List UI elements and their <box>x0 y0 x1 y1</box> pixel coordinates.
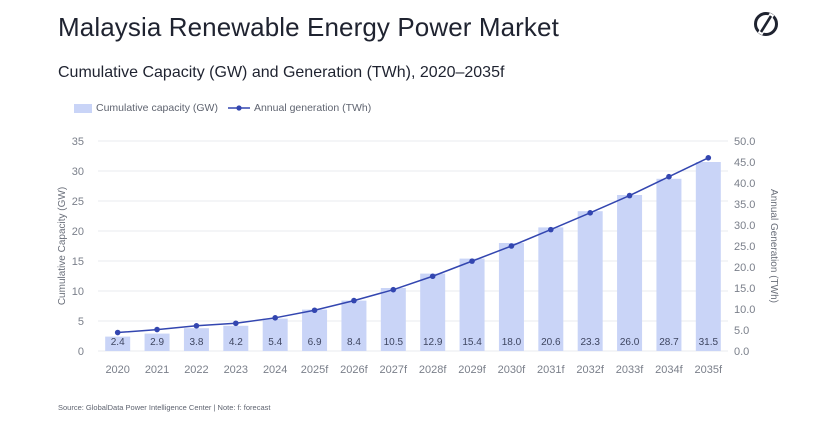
y-tick-label-left: 25 <box>72 196 84 208</box>
bar-value-label: 2.4 <box>111 337 125 348</box>
bar-value-label: 18.0 <box>502 337 522 348</box>
y-tick-label-right: 0.0 <box>734 346 749 358</box>
x-tick-label: 2029f <box>458 364 486 376</box>
line-point <box>508 243 515 249</box>
x-tick-label: 2033f <box>616 364 644 376</box>
bar <box>538 227 564 351</box>
y-tick-label-right: 20.0 <box>734 262 755 274</box>
y-tick-label-right: 5.0 <box>734 325 749 337</box>
bar-value-label: 15.4 <box>462 337 482 348</box>
bar-value-label: 12.9 <box>423 337 443 348</box>
legend-label-generation: Annual generation (TWh) <box>253 102 372 114</box>
bar-value-label: 8.4 <box>347 337 361 348</box>
line-point <box>272 315 278 321</box>
x-tick-label: 2031f <box>537 364 565 376</box>
line-point <box>469 258 475 264</box>
bar <box>459 258 485 351</box>
logo-icon <box>754 12 778 36</box>
line-point <box>311 307 318 314</box>
y-tick-label-right: 15.0 <box>734 283 755 295</box>
line-point <box>548 226 554 233</box>
x-tick-label: 2034f <box>655 364 683 376</box>
bar <box>656 178 682 351</box>
y-tick-label-right: 50.0 <box>734 136 755 148</box>
line-point <box>233 320 239 327</box>
y-tick-label-left: 10 <box>72 286 84 298</box>
bar <box>577 211 603 351</box>
y-tick-label-left: 5 <box>78 316 84 328</box>
x-tick-label: 2035f <box>695 364 723 376</box>
chart-subtitle: Cumulative Capacity (GW) and Generation … <box>58 64 505 81</box>
x-tick-label: 2022 <box>184 364 208 376</box>
x-tick-label: 2026f <box>340 364 368 376</box>
x-tick-label: 2025f <box>301 364 329 376</box>
bar <box>144 333 170 351</box>
y-tick-label-right: 25.0 <box>734 241 755 253</box>
bar-value-label: 6.9 <box>308 337 322 348</box>
chart-legend: Cumulative capacity (GW) Annual generati… <box>74 102 371 114</box>
bar <box>380 288 406 351</box>
bar-value-label: 10.5 <box>384 337 404 348</box>
line-point <box>193 323 200 329</box>
bar-value-label: 4.2 <box>229 337 243 348</box>
bar <box>223 325 249 351</box>
line-point <box>390 286 397 293</box>
y-axis-title-right: Annual Generation (TWh) <box>768 189 779 303</box>
line-point <box>114 329 121 336</box>
legend-swatch-generation <box>227 105 250 111</box>
x-tick-label: 2032f <box>576 364 604 376</box>
y-tick-label-right: 30.0 <box>734 220 755 232</box>
y-tick-label-left: 20 <box>72 226 84 238</box>
line-point <box>429 273 436 280</box>
y-tick-label-left: 30 <box>72 166 84 178</box>
line-point <box>154 326 160 333</box>
bar-value-label: 2.9 <box>150 337 164 348</box>
legend-swatch-capacity <box>74 103 92 113</box>
line-point <box>626 192 633 199</box>
bar-value-label: 31.5 <box>699 337 719 348</box>
legend-label-capacity: Cumulative capacity (GW) <box>96 102 218 114</box>
x-tick-label: 2030f <box>498 364 526 376</box>
y-tick-label-left: 15 <box>72 256 84 268</box>
series-line-generation <box>117 157 709 334</box>
y-tick-label-left: 35 <box>72 136 84 148</box>
line-point <box>666 173 672 180</box>
legend-item-capacity: Cumulative capacity (GW) <box>74 102 218 114</box>
bar-value-label: 26.0 <box>620 337 640 348</box>
y-tick-label-right: 45.0 <box>734 157 755 169</box>
chart-title: Malaysia Renewable Energy Power Market <box>58 12 559 42</box>
bar <box>420 273 446 351</box>
y-tick-label-right: 40.0 <box>734 178 755 190</box>
bar-value-label: 20.6 <box>541 337 561 348</box>
source-note: Source: GlobalData Power Intelligence Ce… <box>58 403 271 412</box>
y-axis-title-left: Cumulative Capacity (GW) <box>57 187 68 305</box>
bar-value-label: 23.3 <box>580 337 600 348</box>
bar <box>695 162 721 351</box>
bar <box>617 195 643 351</box>
x-tick-label: 2023 <box>224 364 248 376</box>
line-point <box>705 155 712 161</box>
x-tick-label: 2024 <box>263 364 287 376</box>
bar <box>183 328 209 351</box>
bar-value-label: 3.8 <box>189 337 203 348</box>
x-tick-label: 2027f <box>380 364 408 376</box>
x-tick-label: 2028f <box>419 364 447 376</box>
x-tick-label: 2021 <box>145 364 169 376</box>
bar <box>341 300 367 351</box>
bar <box>105 336 131 351</box>
legend-item-generation: Annual generation (TWh) <box>227 102 372 114</box>
bar-value-label: 28.7 <box>659 337 679 348</box>
bar <box>262 318 288 351</box>
line-point <box>587 210 593 216</box>
chart-canvas: 0 5 10 15 20 25 30 35 0.0 5.0 10.0 15.0 20.0 25.0 30.0… <box>57 136 779 376</box>
bar <box>498 243 524 351</box>
y-tick-label-right: 10.0 <box>734 304 755 316</box>
y-tick-label-left: 0 <box>78 346 84 358</box>
x-tick-label: 2020 <box>105 364 129 376</box>
line-point <box>351 297 357 304</box>
bar <box>302 309 328 351</box>
y-tick-label-right: 35.0 <box>734 199 755 211</box>
bar-value-label: 5.4 <box>268 337 282 348</box>
